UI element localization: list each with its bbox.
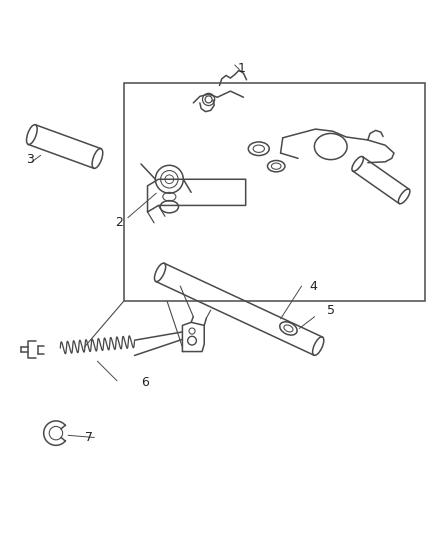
Text: 2: 2 bbox=[115, 216, 123, 229]
Text: 6: 6 bbox=[141, 376, 149, 389]
Text: 5: 5 bbox=[326, 304, 334, 317]
Polygon shape bbox=[123, 83, 424, 301]
Text: 7: 7 bbox=[85, 431, 92, 444]
Text: 1: 1 bbox=[237, 61, 245, 75]
Text: 4: 4 bbox=[309, 280, 317, 293]
Text: 3: 3 bbox=[26, 153, 34, 166]
